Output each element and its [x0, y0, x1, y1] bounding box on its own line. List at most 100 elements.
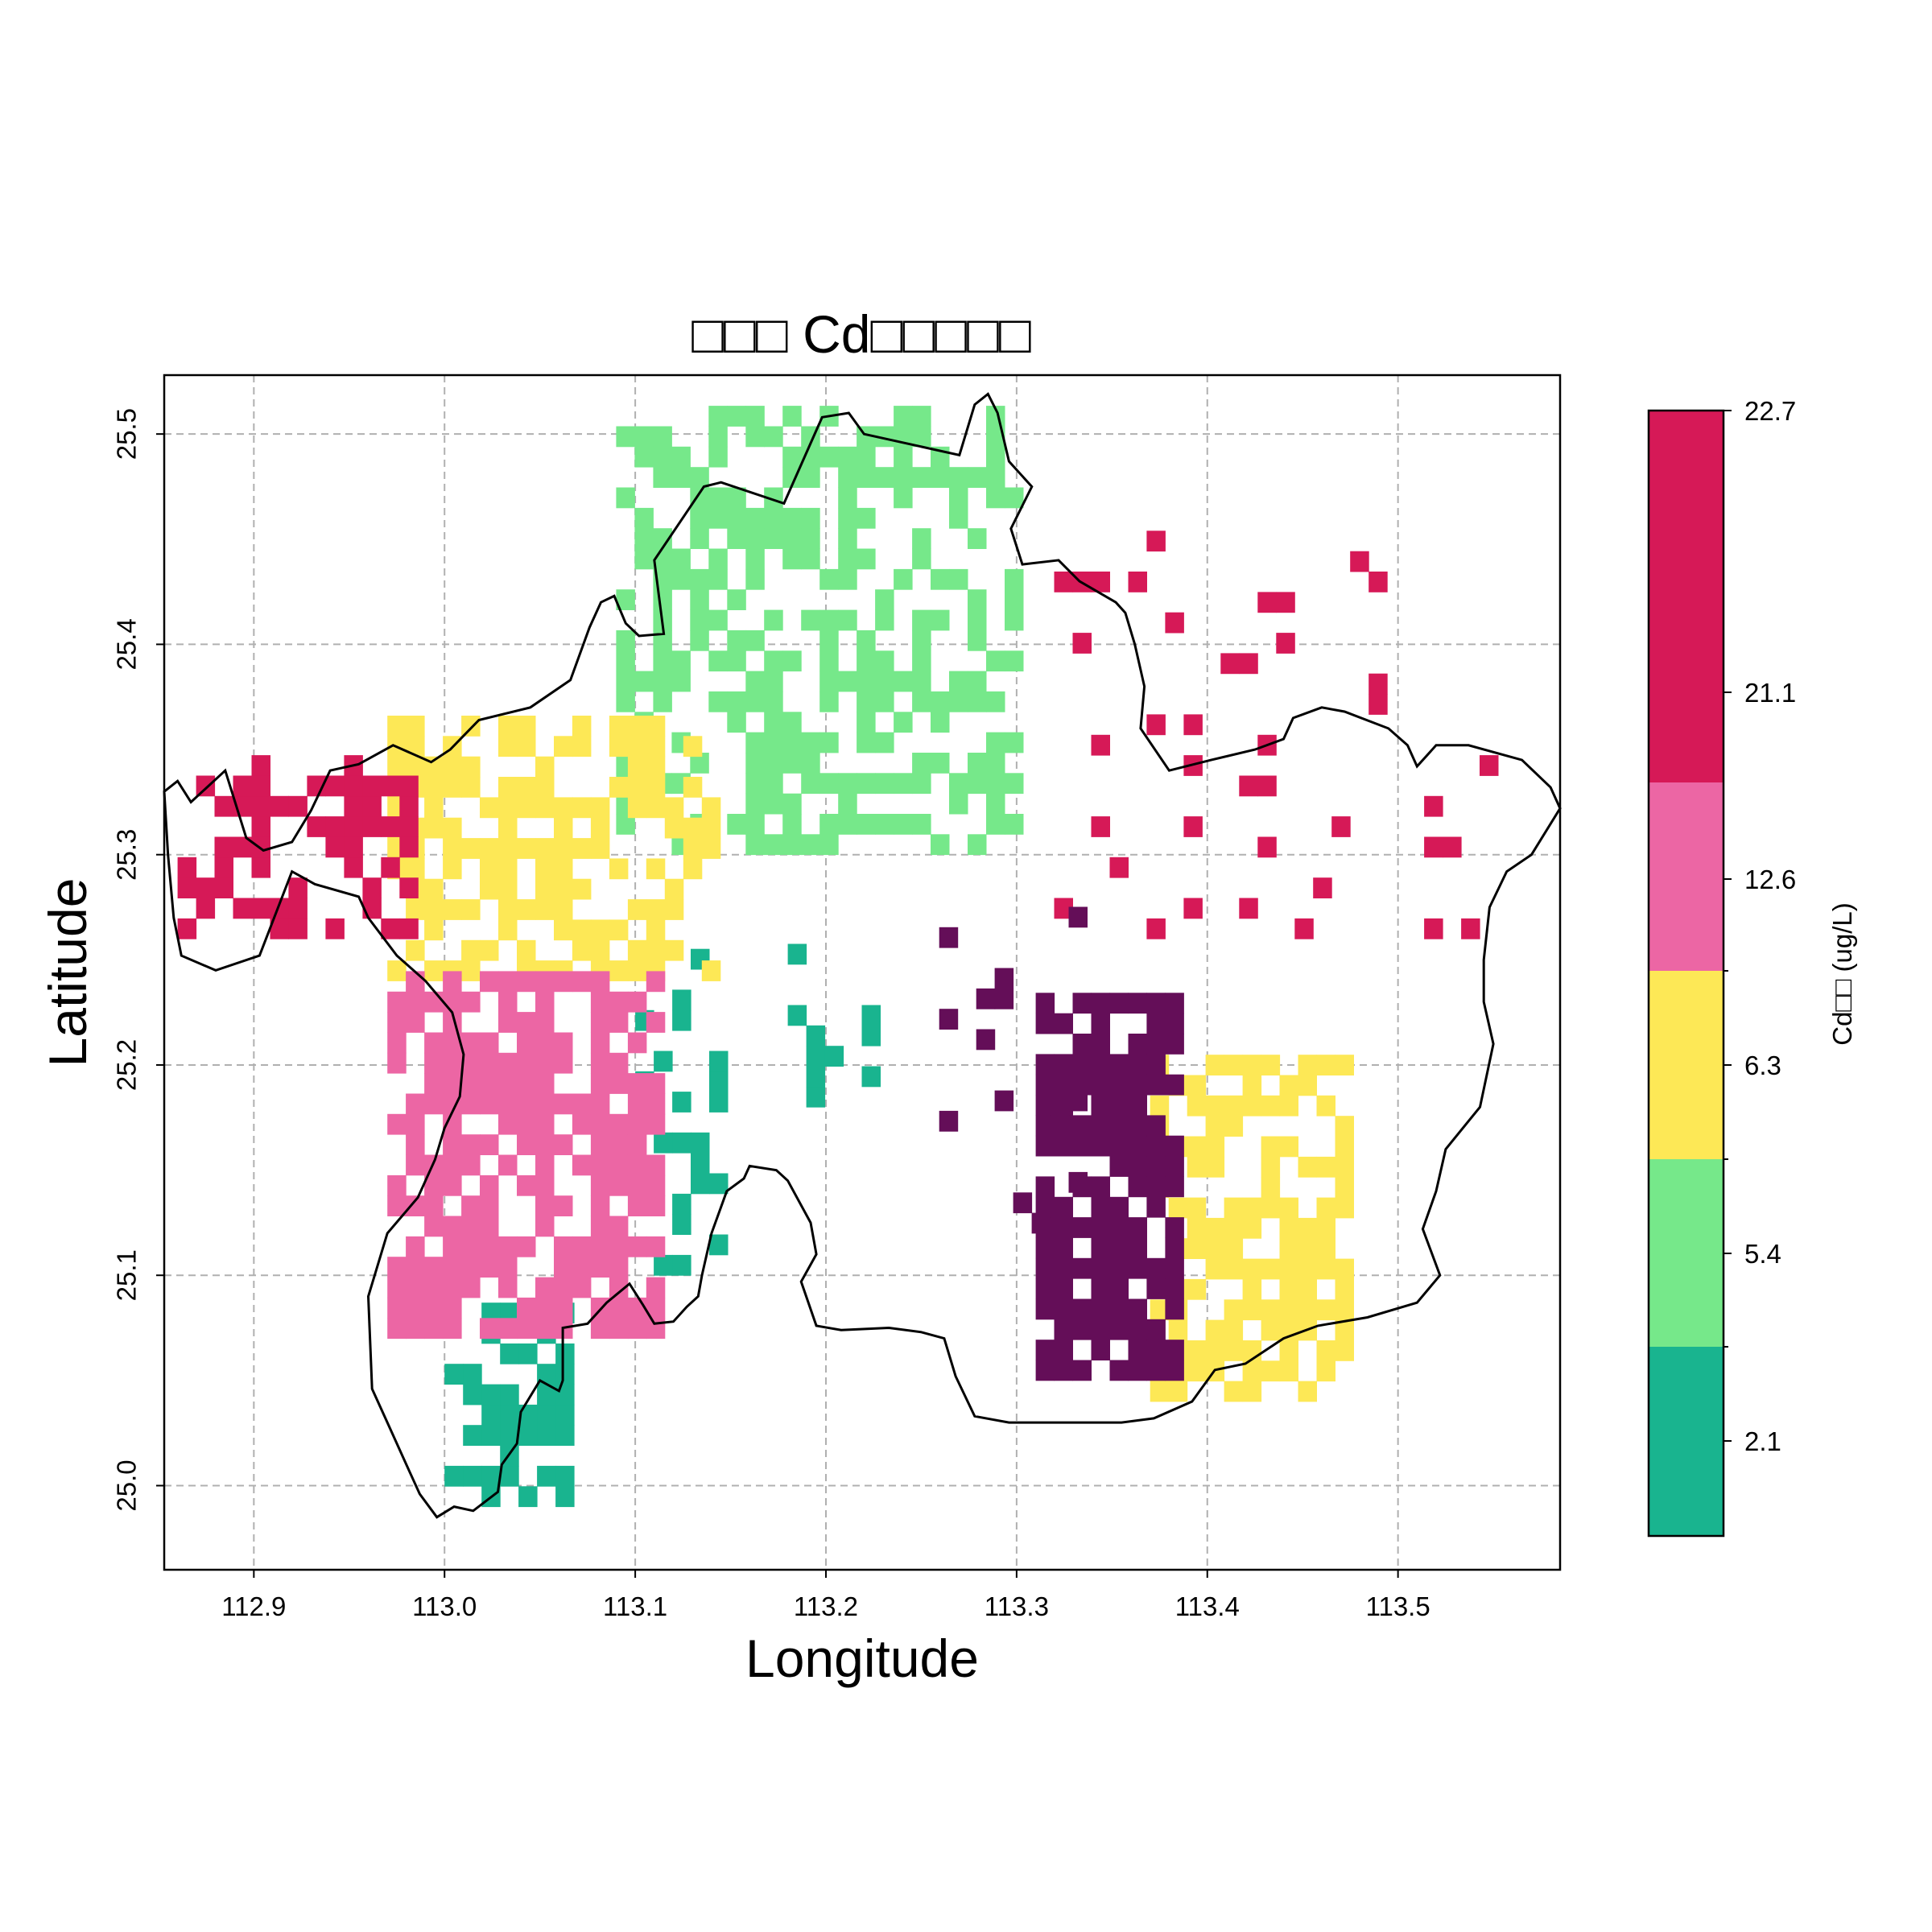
data-cell — [690, 528, 709, 549]
data-cell — [627, 1236, 647, 1257]
data-cell — [387, 756, 407, 778]
data-cell — [838, 568, 857, 590]
data-cell — [1005, 487, 1024, 509]
data-cell — [480, 1236, 499, 1257]
data-cell — [251, 795, 270, 817]
data-cell — [745, 568, 765, 590]
data-cell — [498, 1236, 518, 1257]
data-cell — [609, 1257, 629, 1278]
data-cell — [1091, 1340, 1110, 1360]
data-cell — [572, 797, 592, 819]
data-cell — [912, 406, 931, 427]
data-cell — [387, 1195, 407, 1216]
data-cell — [1205, 1217, 1225, 1239]
data-cell — [646, 716, 666, 737]
data-cell — [857, 446, 876, 468]
data-cell — [986, 487, 1005, 509]
data-cell — [664, 878, 684, 900]
data-cell — [727, 814, 746, 835]
data-cell — [387, 960, 407, 981]
data-cell — [782, 814, 802, 835]
data-cell — [387, 716, 407, 737]
data-cell — [1165, 1135, 1184, 1157]
data-cell — [535, 971, 555, 993]
data-cell — [498, 1073, 518, 1094]
data-cell — [535, 838, 555, 859]
data-cell — [1035, 1013, 1055, 1034]
data-cell — [609, 777, 629, 798]
data-cell — [1128, 1115, 1147, 1137]
data-cell — [480, 838, 499, 859]
data-cell — [443, 1052, 462, 1074]
data-cell — [1298, 1258, 1317, 1280]
data-cell — [498, 736, 518, 758]
data-cell — [1183, 898, 1203, 919]
data-cell — [1054, 1340, 1073, 1360]
data-cell — [819, 446, 839, 468]
data-cell — [1187, 1217, 1207, 1239]
data-cell — [1035, 1257, 1055, 1279]
data-cell — [745, 548, 765, 570]
data-cell — [727, 487, 746, 509]
data-cell — [399, 877, 419, 898]
data-cell — [480, 1195, 499, 1216]
data-cell — [498, 1318, 518, 1340]
data-cell — [1128, 1257, 1147, 1279]
data-cell — [968, 671, 987, 692]
colorbar-tick-label: 2.1 — [1744, 1426, 1781, 1456]
data-cell — [480, 1174, 499, 1196]
data-cell — [1368, 572, 1388, 592]
data-cell — [745, 691, 765, 712]
data-cell — [764, 753, 783, 774]
data-cell — [857, 548, 876, 570]
data-cell — [1165, 1074, 1184, 1096]
data-cell — [288, 877, 308, 898]
data-cell — [481, 1425, 501, 1446]
data-cell — [1335, 1136, 1354, 1158]
data-cell — [1128, 1217, 1147, 1238]
data-cell — [381, 857, 400, 878]
data-cell — [894, 773, 913, 795]
data-cell — [1205, 1156, 1225, 1178]
data-cell — [1165, 1237, 1184, 1259]
data-cell — [424, 1195, 444, 1216]
data-cell — [517, 971, 536, 993]
data-cell — [1035, 1278, 1055, 1299]
data-cell — [782, 834, 802, 856]
data-cell — [288, 918, 308, 939]
data-cell — [1091, 1095, 1110, 1116]
data-cell — [1035, 1074, 1055, 1096]
data-cell — [554, 858, 573, 880]
data-cell — [344, 836, 363, 858]
data-cell — [535, 1052, 555, 1074]
x-tick-label: 112.9 — [221, 1591, 286, 1621]
data-cell — [857, 773, 876, 795]
data-cell — [1335, 1197, 1354, 1219]
data-cell — [616, 671, 635, 692]
data-cell — [1109, 993, 1129, 1014]
data-cell — [609, 1012, 629, 1033]
data-cell — [517, 939, 536, 961]
data-cell — [634, 446, 654, 468]
y-tick-label: 25.5 — [112, 408, 142, 460]
data-cell — [387, 1052, 407, 1074]
data-cell — [517, 797, 536, 819]
data-cell — [1054, 1135, 1073, 1157]
data-cell — [406, 1236, 425, 1257]
data-cell — [1316, 1299, 1335, 1321]
data-cell — [1109, 1054, 1129, 1075]
data-cell — [554, 736, 573, 758]
data-cell — [782, 406, 802, 427]
data-cell — [838, 793, 857, 815]
data-cell — [498, 1257, 518, 1278]
data-cell — [609, 1134, 629, 1155]
data-cell — [745, 814, 765, 835]
data-cell — [912, 630, 931, 651]
data-cell — [764, 732, 783, 753]
data-cell — [875, 691, 894, 712]
data-cell — [1035, 1135, 1055, 1157]
data-cell — [1146, 1115, 1166, 1137]
data-cell — [801, 467, 820, 488]
data-cell — [806, 1046, 826, 1067]
x-tick-label: 113.1 — [603, 1591, 667, 1621]
